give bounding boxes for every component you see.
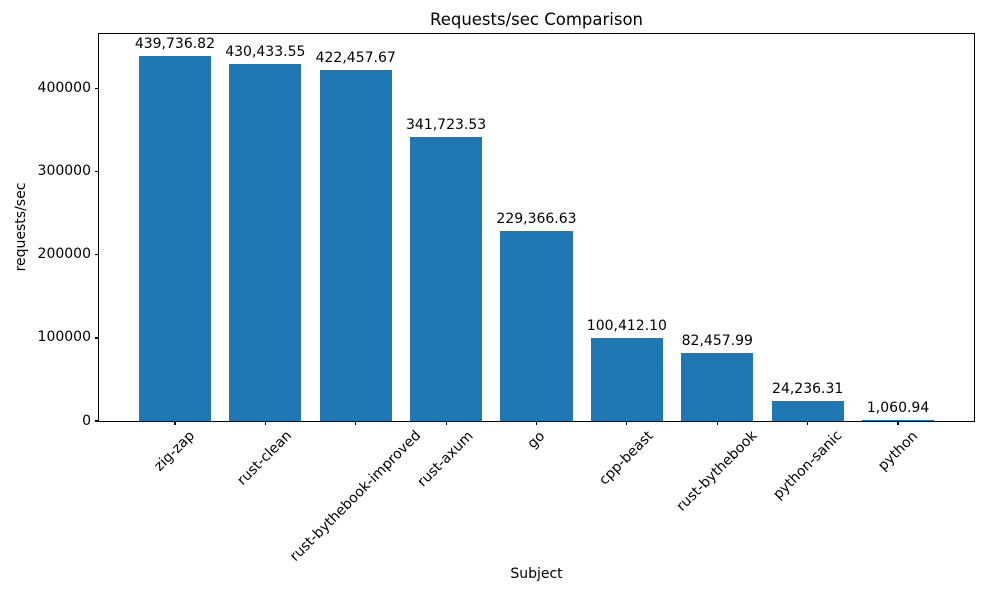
bar-value-label: 439,736.82 [134,35,216,52]
x-tick-mark [716,421,718,425]
x-tick-mark [626,421,628,425]
bar-python [861,420,935,421]
x-tick-label: rust-axum [414,428,477,491]
bar-python-sanic [771,400,844,421]
bar-value-label: 422,457.67 [315,50,396,67]
bar-value-label: 229,366.63 [496,210,577,227]
bar-zig-zap [138,55,212,421]
bar-value-label: 430,433.55 [225,43,306,60]
x-tick-mark [535,421,538,425]
y-tick-label: 100000 [37,329,91,346]
x-tick-label: rust-clean [234,427,296,489]
bar-value-label: 24,236.31 [772,380,844,397]
bar-value-label: 100,412.10 [586,317,667,334]
bar-rust-bythebook [681,352,754,421]
x-tick-label: rust-bythebook [673,428,761,515]
bar-go [500,230,573,421]
bar-cpp-beast [590,337,664,421]
y-tick-label: 200000 [37,246,91,263]
y-tick-label: 300000 [37,163,91,180]
y-axis-label: requests/sec [13,182,29,272]
bar-value-label: 1,060.94 [866,400,930,417]
plot-area: 439,736.82 zig-zap 430,433.55 rust-clean 422… [38,33,975,565]
x-tick-label: go [524,427,549,452]
y-tick-mark [95,88,99,90]
bar-rust-bythebook-improved [319,70,392,421]
x-tick-label: python [874,427,921,474]
x-tick-label: python-sanic [769,427,846,504]
y-tick-mark [95,337,99,339]
y-tick-mark [95,420,99,422]
x-tick-label: cpp-beast [596,427,657,489]
x-tick-mark [174,421,176,425]
x-axis-label: Subject [510,566,563,582]
x-tick-label: zig-zap [151,427,198,475]
y-tick-label: 400000 [37,80,91,97]
y-tick-label: 0 [82,412,91,429]
bar-value-label: 82,457.99 [681,332,753,349]
x-tick-mark [355,421,357,425]
y-tick-mark [95,171,99,173]
x-tick-label: rust-bythebook-improved [286,427,424,566]
y-tick-mark [95,254,99,256]
bar-rust-axum [409,137,483,421]
x-tick-mark [445,421,447,425]
x-tick-mark [807,421,809,425]
x-tick-mark [897,421,899,425]
chart-title: Requests/sec Comparison [429,10,644,29]
x-tick-mark [264,421,266,425]
bar-value-label: 341,723.53 [406,117,487,134]
bar-rust-clean [229,63,302,421]
